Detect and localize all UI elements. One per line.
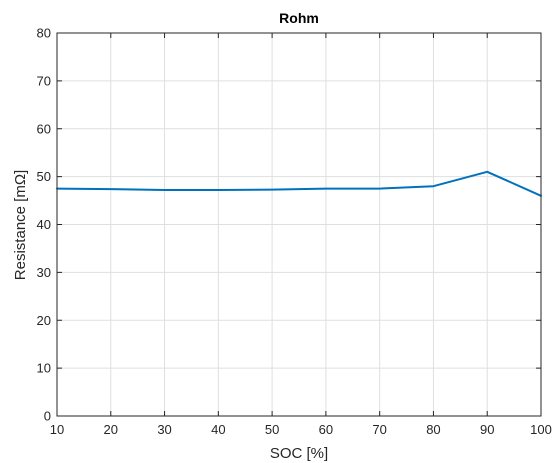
y-tick-label: 20 bbox=[37, 313, 51, 328]
x-tick-label: 50 bbox=[265, 422, 279, 437]
y-tick-label: 40 bbox=[37, 217, 51, 232]
y-tick-label: 0 bbox=[44, 409, 51, 424]
y-tick-label: 80 bbox=[37, 26, 51, 41]
x-tick-labels: 10 20 30 40 50 60 70 80 90 100 bbox=[50, 422, 552, 437]
y-tick-labels: 0 10 20 30 40 50 60 70 80 bbox=[37, 26, 51, 424]
x-tick-label: 70 bbox=[372, 422, 386, 437]
series-line bbox=[56, 170, 542, 197]
y-axis-label: Resistance [mΩ] bbox=[12, 170, 29, 280]
x-axis-label: SOC [%] bbox=[270, 445, 328, 462]
y-tick-label: 10 bbox=[37, 361, 51, 376]
y-tick-label: 60 bbox=[37, 121, 51, 136]
axis-ticks bbox=[56, 32, 542, 417]
x-tick-label: 60 bbox=[319, 422, 333, 437]
x-tick-label: 80 bbox=[426, 422, 440, 437]
x-tick-label: 40 bbox=[211, 422, 225, 437]
x-tick-label: 20 bbox=[104, 422, 118, 437]
x-tick-label: 30 bbox=[157, 422, 171, 437]
y-tick-label: 70 bbox=[37, 73, 51, 88]
series-layer bbox=[56, 170, 542, 197]
chart-title: Rohm bbox=[279, 10, 319, 26]
x-tick-label: 90 bbox=[480, 422, 494, 437]
y-tick-label: 30 bbox=[37, 265, 51, 280]
y-tick-label: 50 bbox=[37, 169, 51, 184]
x-tick-label: 10 bbox=[50, 422, 64, 437]
x-tick-label: 100 bbox=[530, 422, 552, 437]
